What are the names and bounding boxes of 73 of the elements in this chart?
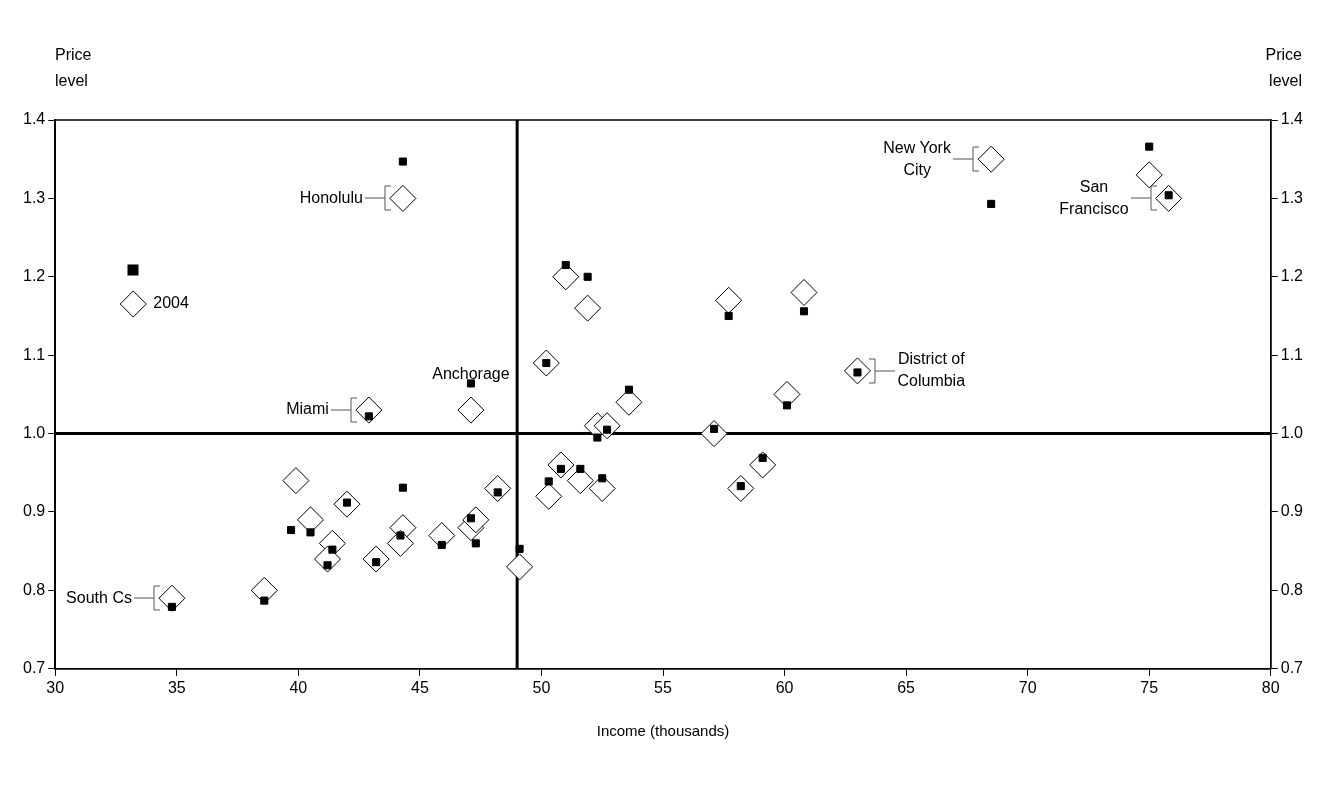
x-tick-label: 35 — [167, 678, 186, 696]
point — [323, 561, 332, 570]
y2-tick-label: 0.7 — [1280, 659, 1304, 677]
annotation: Anchorage — [432, 365, 510, 383]
y-axis-title: Price level — [55, 46, 92, 90]
y-tick-label: 0.9 — [22, 502, 46, 520]
point — [396, 531, 405, 540]
y-tick-label: 1.1 — [22, 345, 46, 363]
y2-tick-label: 0.8 — [1280, 580, 1304, 598]
point — [364, 412, 373, 421]
y2-axis-title: Price level — [1265, 46, 1303, 90]
point — [1135, 161, 1163, 189]
annotation: San Francisco — [1059, 177, 1129, 217]
point — [544, 477, 553, 486]
point — [593, 433, 602, 442]
y-tick-label: 1.2 — [22, 267, 46, 285]
annotation: New York City — [883, 138, 952, 178]
point — [515, 544, 524, 553]
y2-tick-label: 1.3 — [1280, 188, 1304, 206]
point — [471, 539, 480, 548]
x-tick-label: 80 — [1261, 678, 1280, 696]
y2-tick-label: 1.2 — [1280, 267, 1304, 285]
x-tick-label: 30 — [46, 678, 65, 696]
point — [758, 453, 767, 462]
x-tick-label: 45 — [411, 678, 429, 696]
x-tick-label: 60 — [775, 678, 794, 696]
y-tick-label: 1.0 — [22, 424, 46, 442]
y2-tick-label: 1.0 — [1280, 424, 1304, 442]
y-tick-label: 0.8 — [22, 580, 46, 598]
point — [389, 184, 417, 212]
point — [506, 553, 534, 581]
y2-tick-label: 0.9 — [1280, 502, 1304, 520]
point — [710, 424, 719, 433]
annotation: South Cs — [66, 588, 132, 606]
point — [598, 474, 607, 483]
y-tick-label: 1.3 — [22, 188, 46, 206]
x-axis-title: Income (thousands) — [596, 722, 730, 740]
y2-tick-label: 1.4 — [1280, 110, 1304, 128]
point — [576, 464, 585, 473]
point — [328, 545, 337, 554]
x-tick-label: 40 — [289, 678, 308, 696]
point — [167, 602, 176, 611]
annotation: Miami — [286, 400, 329, 418]
point — [724, 311, 733, 321]
point — [790, 278, 818, 306]
point — [583, 272, 592, 281]
x-tick-label: 70 — [1018, 678, 1037, 696]
y-tick-label: 1.4 — [22, 110, 46, 128]
x-tick-label: 75 — [1140, 678, 1159, 696]
point — [287, 526, 296, 535]
point — [574, 294, 602, 322]
x-tick-label: 50 — [532, 678, 551, 696]
annotation: District of Columbia — [897, 350, 966, 390]
point — [715, 286, 743, 314]
point — [466, 514, 475, 523]
point — [782, 401, 792, 410]
y2-tick-label: 1.1 — [1280, 345, 1304, 363]
point — [624, 385, 633, 394]
point — [799, 307, 809, 316]
x-tick-label: 55 — [654, 678, 672, 696]
point — [398, 483, 407, 492]
point — [306, 528, 315, 537]
point — [437, 540, 446, 549]
x-tick-label: 65 — [897, 678, 916, 696]
point — [260, 596, 269, 605]
point — [398, 157, 407, 166]
point — [987, 199, 996, 208]
legend-label: 2004 — [153, 294, 189, 312]
point — [1145, 142, 1154, 151]
y-tick-label: 0.7 — [22, 659, 46, 677]
annotation: Honolulu — [299, 188, 363, 206]
point — [561, 261, 570, 270]
point — [282, 467, 310, 495]
